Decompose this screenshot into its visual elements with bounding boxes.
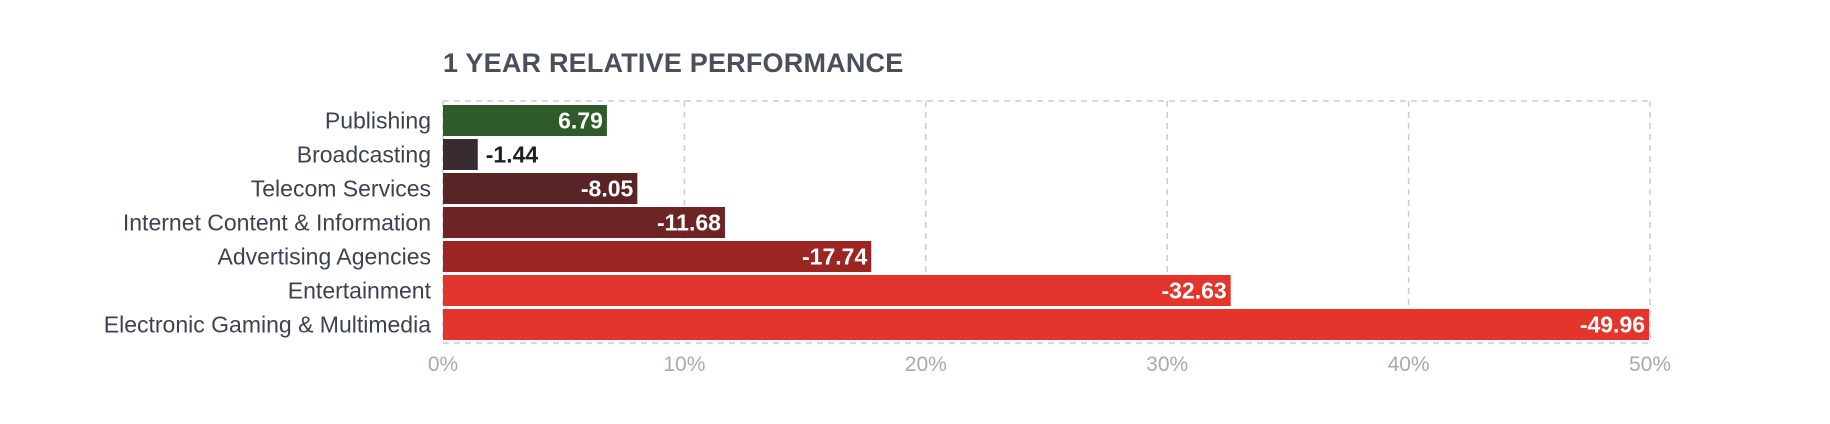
category-label: Internet Content & Information [123,210,431,236]
x-tick-label: 20% [905,353,947,376]
category-label: Advertising Agencies [217,244,431,270]
category-label: Broadcasting [297,142,431,168]
bar [443,139,478,170]
category-label: Electronic Gaming & Multimedia [104,312,431,338]
value-label: -8.05 [581,176,634,202]
value-label: -32.63 [1161,278,1226,304]
category-labels: Publishing Broadcasting Telecom Services In… [104,108,432,338]
x-tick-label: 50% [1629,353,1671,376]
bar [443,105,607,136]
value-label: -49.96 [1580,312,1645,338]
bar [443,241,872,272]
x-tick-label: 10% [663,353,705,376]
value-label: -1.44 [486,142,539,168]
x-tick-label: 0% [428,353,458,376]
x-tick-label: 30% [1146,353,1188,376]
bar [443,207,725,238]
bar [443,309,1650,340]
bar [443,275,1231,306]
chart-title: 1 YEAR RELATIVE PERFORMANCE [443,48,904,78]
x-tick-label: 40% [1388,353,1430,376]
value-labels: 6.79 -1.44 -8.05 -11.68 -17.74 -32.63 -49.96 [486,108,1645,338]
value-label: 6.79 [558,108,603,134]
value-label: -11.68 [657,210,721,236]
category-label: Entertainment [288,278,432,304]
value-label: -17.74 [802,244,867,270]
category-label: Telecom Services [251,176,431,202]
category-label: Publishing [325,108,431,134]
bars [443,105,1650,340]
x-axis-tick-labels: 0% 10% 20% 30% 40% 50% [428,353,1671,376]
bar [443,173,638,204]
